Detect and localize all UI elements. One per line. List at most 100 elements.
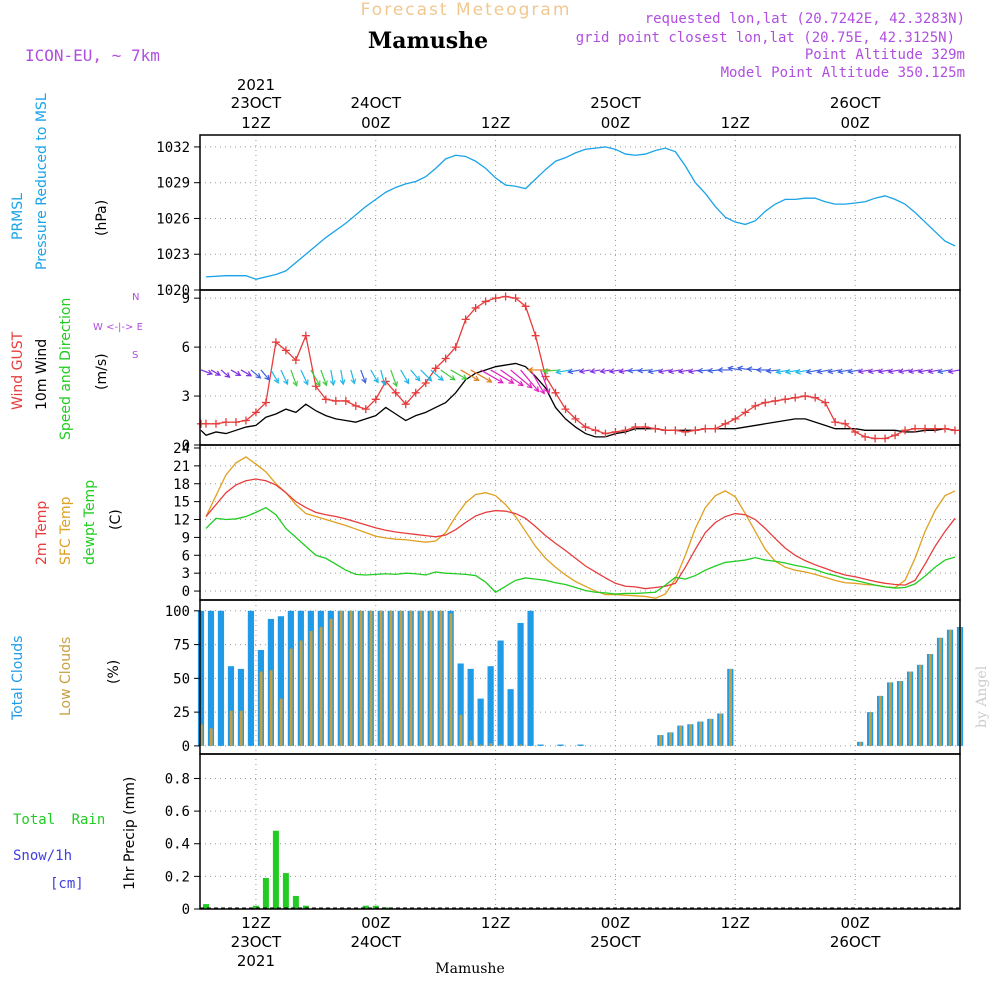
- precip-ytick-label: 0.4: [165, 837, 190, 853]
- time-hour-label: 00Z: [840, 114, 869, 132]
- gust-marker: [281, 346, 290, 355]
- gust-marker: [901, 426, 910, 435]
- compass-s: S: [132, 350, 138, 361]
- gust-marker: [851, 427, 860, 436]
- gust-marker: [701, 424, 710, 433]
- wind-arrow: [380, 369, 386, 385]
- wind-arrow: [848, 369, 861, 373]
- gust-marker: [691, 426, 700, 435]
- total-cloud-bar: [577, 744, 584, 746]
- low-cloud-bar: [669, 732, 672, 746]
- gust-line: [200, 295, 956, 440]
- wind-arrow: [370, 369, 379, 383]
- low-cloud-bar: [729, 668, 732, 746]
- wind-arrow: [898, 369, 911, 373]
- wind-arrow: [918, 369, 931, 373]
- temp-ytick-label: 3: [182, 566, 190, 582]
- wind-arrow-head: [273, 377, 279, 384]
- temp-ytick-label: 12: [173, 513, 190, 529]
- wind-arrow-head: [857, 368, 864, 375]
- wind10m-line: [200, 362, 956, 438]
- wind-arrow-head: [784, 368, 791, 375]
- time-date-label: 26OCT: [830, 94, 881, 112]
- gust-marker: [881, 434, 890, 443]
- wind-arrow: [638, 369, 651, 372]
- wind-arrow-head: [578, 368, 585, 374]
- time-hour-label: 12Z: [721, 914, 750, 932]
- wind-arrow: [350, 369, 356, 384]
- total-cloud-bar: [457, 663, 464, 746]
- wind-arrow-head: [877, 368, 884, 375]
- pressure-ytick-label: 1020: [156, 283, 190, 299]
- low-cloud-bar: [389, 610, 393, 746]
- total-cloud-bar: [537, 744, 544, 746]
- wind-arrow: [868, 369, 881, 373]
- low-cloud-bar: [419, 610, 423, 746]
- total-cloud-bar: [497, 640, 504, 746]
- gust-marker: [511, 294, 520, 303]
- total-cloud-bar: [227, 666, 235, 746]
- grid-layer: [200, 135, 960, 909]
- cloud-labels: Total Clouds Low Clouds (%): [10, 636, 122, 721]
- gust-marker: [521, 302, 530, 311]
- gust-marker: [291, 356, 300, 365]
- time-hour-label: 00Z: [840, 914, 869, 932]
- credit: by Angel: [974, 665, 990, 728]
- wind-arrow-head: [936, 368, 944, 375]
- wind-arrow-head: [533, 386, 540, 393]
- gust-marker: [791, 393, 800, 402]
- wind-arrow: [539, 369, 550, 394]
- axis-layer: 1020102310261029103203690369121518212402…: [156, 76, 881, 970]
- gust-marker: [771, 396, 780, 405]
- low-cloud-bar: [209, 728, 213, 746]
- gust-marker: [241, 416, 250, 425]
- precip-ytick-label: 0.2: [165, 869, 190, 885]
- low-cloud-bar: [709, 718, 712, 746]
- low-cloud-bar: [429, 610, 433, 746]
- precip-bar: [262, 878, 269, 909]
- gust-marker: [491, 294, 500, 303]
- low-cloud-bar: [289, 648, 293, 746]
- total-cloud-bar: [207, 610, 215, 746]
- wind-arrow: [440, 369, 456, 381]
- clouds-ytick-label: 0: [182, 739, 190, 755]
- wind-arrow: [543, 369, 561, 373]
- wind-arrow-head: [567, 368, 574, 375]
- wind-label-10m: 10m Wind: [34, 339, 50, 410]
- gust-marker: [261, 398, 270, 407]
- time-hour-label: 12Z: [721, 114, 750, 132]
- wind-arrow-head: [380, 379, 387, 386]
- wind-arrow-head: [657, 368, 664, 375]
- gust-marker: [871, 434, 880, 443]
- temp2m-line: [205, 478, 956, 590]
- low-cloud-bar: [719, 713, 722, 746]
- time-hour-label: 00Z: [601, 914, 630, 932]
- wind-arrow-head: [608, 368, 615, 374]
- low-cloud-bar: [259, 671, 263, 746]
- temp-unit: (C): [108, 509, 124, 530]
- low-cloud-bar: [659, 735, 662, 746]
- gust-marker: [651, 424, 660, 433]
- wind-arrow-head: [361, 377, 367, 384]
- wind-arrow-head: [697, 367, 704, 374]
- data-layer: [196, 146, 964, 909]
- pressure-ytick-label: 1032: [156, 140, 190, 156]
- gust-marker: [661, 426, 670, 435]
- compass-n: N: [132, 292, 139, 303]
- wind-arrow-head: [539, 388, 545, 395]
- wind-arrow-head: [618, 368, 625, 375]
- low-cloud-bar: [928, 654, 932, 746]
- low-cloud-bar: [499, 744, 503, 746]
- wind-arrow: [556, 369, 571, 374]
- precip-label-snow: Snow/1h: [13, 848, 72, 864]
- sfc-temp-line: [205, 456, 956, 599]
- low-cloud-bar: [868, 712, 872, 746]
- wind-unit: (m/s): [94, 353, 110, 390]
- wind-arrow: [795, 369, 811, 374]
- wind-arrow-head: [392, 381, 398, 388]
- gust-marker: [741, 408, 750, 417]
- wind-arrow-head: [292, 380, 298, 387]
- low-cloud-bar: [858, 741, 862, 746]
- wind-arrow-head: [508, 378, 515, 384]
- low-cloud-bar: [689, 724, 692, 746]
